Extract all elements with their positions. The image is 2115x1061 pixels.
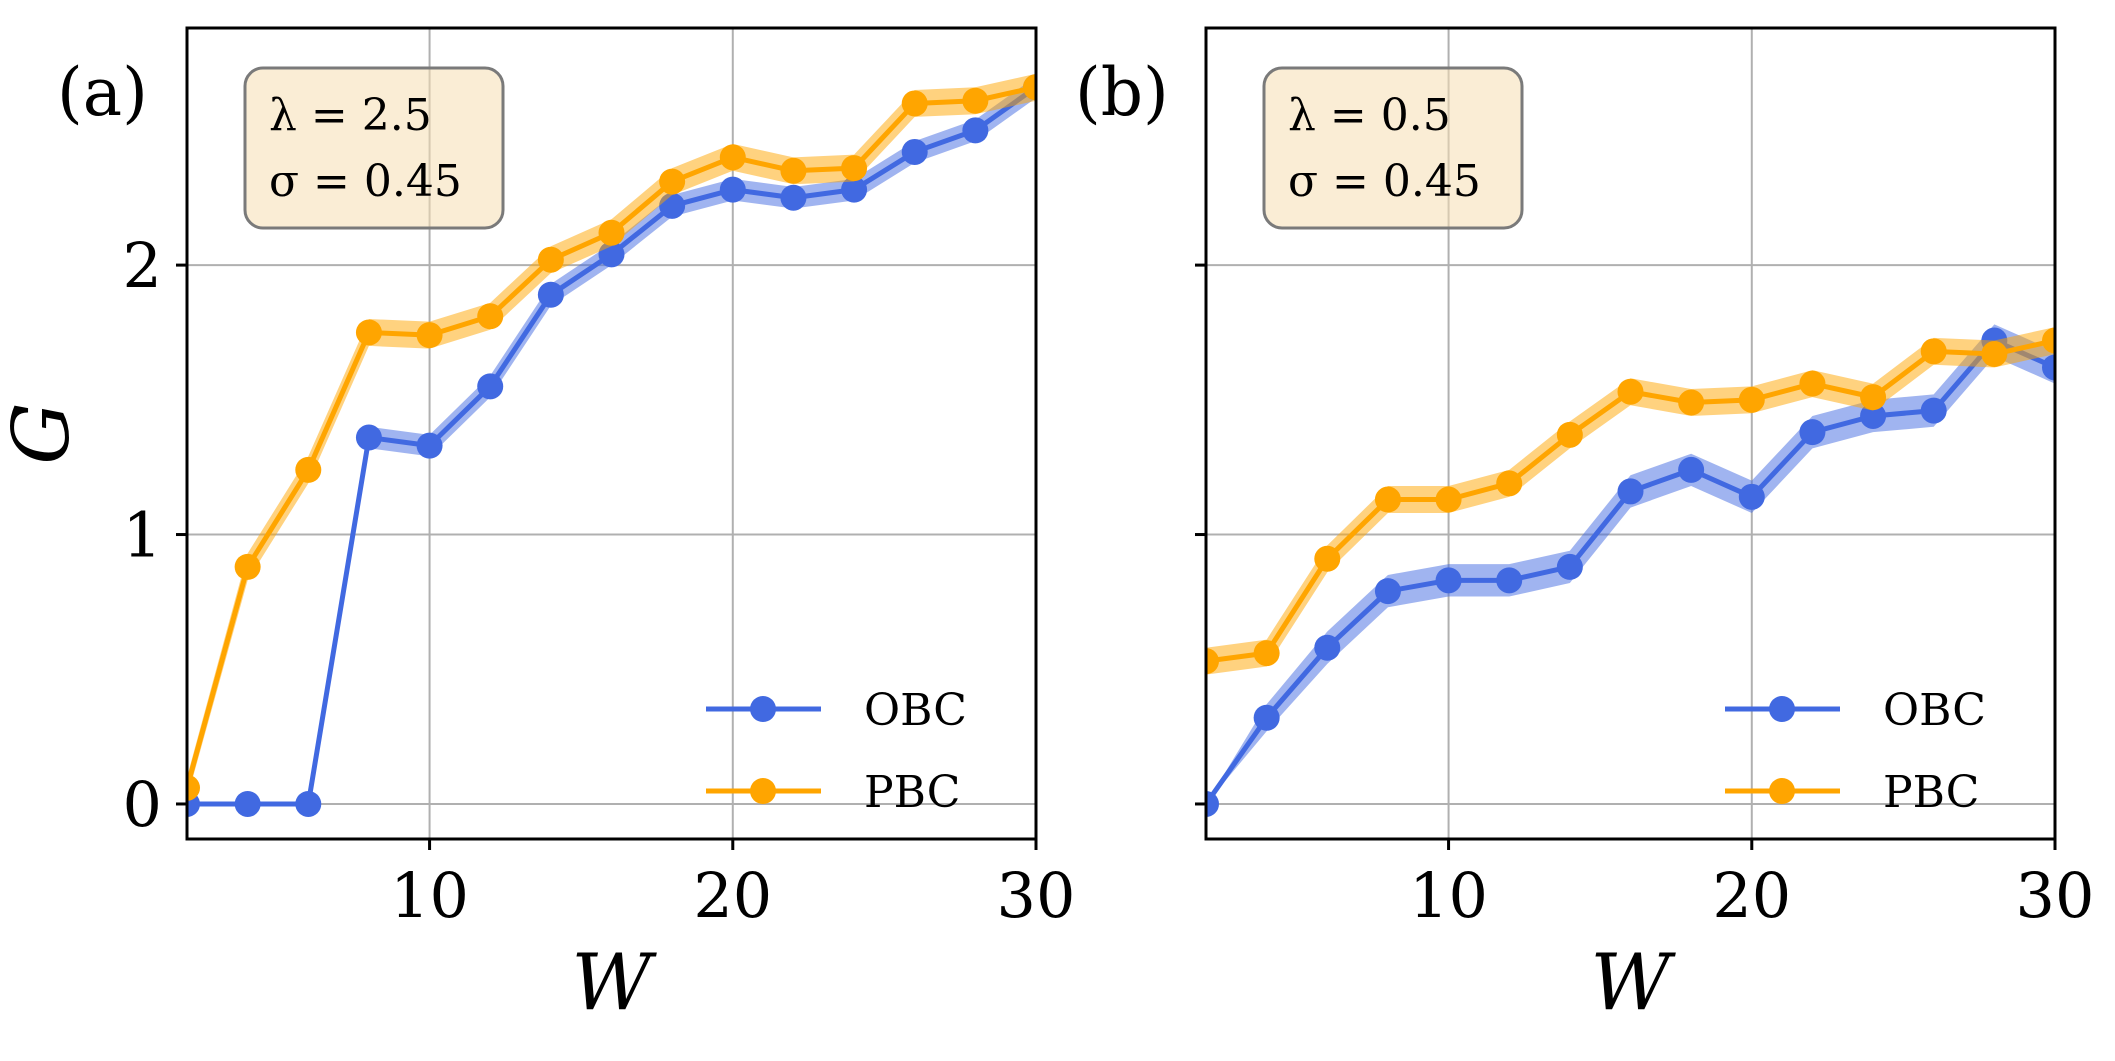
pbc-point (962, 87, 989, 114)
obc-point (1920, 397, 1947, 424)
obc-point (962, 117, 989, 144)
x-axis-label: W (1590, 938, 1676, 1028)
obc-point (1617, 478, 1644, 505)
obc-point (1556, 553, 1583, 580)
pbc-point (1556, 421, 1583, 448)
panel-label: (b) (1075, 54, 1169, 131)
obc-point (1374, 578, 1401, 605)
parameter-annotation-box (243, 66, 505, 230)
obc-point (1314, 634, 1341, 661)
obc-point (1738, 483, 1765, 510)
pbc-point (537, 246, 564, 273)
pbc-point (1920, 338, 1947, 365)
pbc-point (659, 168, 686, 195)
panel-a: 10 20 30 0 1 2 W G (a) λ = 2.5 σ = 0.45 OBC PBC (0, 26, 1076, 1028)
pbc-point (901, 90, 928, 117)
x-tick-label: 10 (390, 859, 469, 932)
y-tick-label: 1 (123, 499, 162, 572)
parameter-annotation-text: λ = 0.5 (1288, 90, 1451, 141)
pbc-point (1617, 378, 1644, 405)
pbc-point (1253, 640, 1280, 667)
obc-point (841, 176, 868, 203)
pbc-point (2042, 327, 2055, 354)
pbc-point (1314, 545, 1341, 572)
obc-point (1860, 402, 1887, 429)
pbc-point (1435, 486, 1462, 513)
parameter-annotation-text: σ = 0.45 (269, 156, 462, 207)
legend-label: OBC (864, 685, 967, 736)
pbc-point (1206, 648, 1219, 675)
pbc-point (416, 322, 443, 349)
pbc-point (1496, 470, 1523, 497)
x-axis-label: W (571, 938, 657, 1028)
pbc-point (477, 303, 504, 330)
pbc-point (719, 144, 746, 171)
pbc-point (598, 219, 625, 246)
legend-marker (750, 778, 776, 804)
plot-area (1206, 324, 2055, 817)
x-tick-label: 30 (2016, 859, 2095, 932)
obc-point (780, 184, 807, 211)
panel-b: 10 20 30 W (b) λ = 0.5 σ = 0.45 OBC PBC (1075, 26, 2095, 1028)
parameter-annotation-text: λ = 2.5 (269, 90, 432, 141)
y-tick-label: 2 (123, 229, 162, 302)
legend-marker (1769, 696, 1795, 722)
pbc-point (1678, 389, 1705, 416)
obc-point (295, 790, 322, 817)
x-tick-label: 30 (997, 859, 1076, 932)
x-tick-label: 20 (1712, 859, 1791, 932)
obc-point (1799, 419, 1826, 446)
axes-frame (185, 26, 1038, 841)
obc-point (719, 176, 746, 203)
parameter-annotation-box (1262, 66, 1524, 230)
pbc-point (355, 319, 382, 346)
plot-area (187, 73, 1036, 817)
obc-error-band (187, 76, 1036, 804)
obc-point (1253, 704, 1280, 731)
pbc-point (1738, 386, 1765, 413)
obc-point (355, 424, 382, 451)
y-tick-label: 0 (123, 768, 162, 841)
legend-marker (1769, 778, 1795, 804)
pbc-point (1981, 341, 2008, 368)
obc-point (2042, 354, 2055, 381)
pbc-point (187, 774, 200, 801)
legend-label: OBC (1883, 685, 1986, 736)
legend-label: PBC (1883, 767, 1979, 818)
obc-point (901, 138, 928, 165)
pbc-point (1023, 74, 1036, 101)
pbc-point (295, 456, 322, 483)
y-axis-label: G (0, 402, 87, 464)
parameter-annotation-text: σ = 0.45 (1288, 156, 1481, 207)
obc-point (1678, 456, 1705, 483)
pbc-point (234, 553, 261, 580)
obc-point (477, 373, 504, 400)
pbc-point (1860, 384, 1887, 411)
obc-point (234, 790, 261, 817)
legend-label: PBC (864, 767, 960, 818)
axes-frame (1204, 26, 2057, 841)
obc-point (1435, 567, 1462, 594)
pbc-point (841, 155, 868, 182)
panel-label: (a) (57, 54, 148, 131)
obc-point (1496, 567, 1523, 594)
pbc-point (1799, 370, 1826, 397)
x-tick-label: 20 (693, 859, 772, 932)
obc-point (1206, 790, 1219, 817)
legend-marker (750, 696, 776, 722)
pbc-point (1374, 486, 1401, 513)
obc-point (537, 281, 564, 308)
obc-point (416, 432, 443, 459)
x-tick-label: 10 (1409, 859, 1488, 932)
pbc-point (780, 157, 807, 184)
